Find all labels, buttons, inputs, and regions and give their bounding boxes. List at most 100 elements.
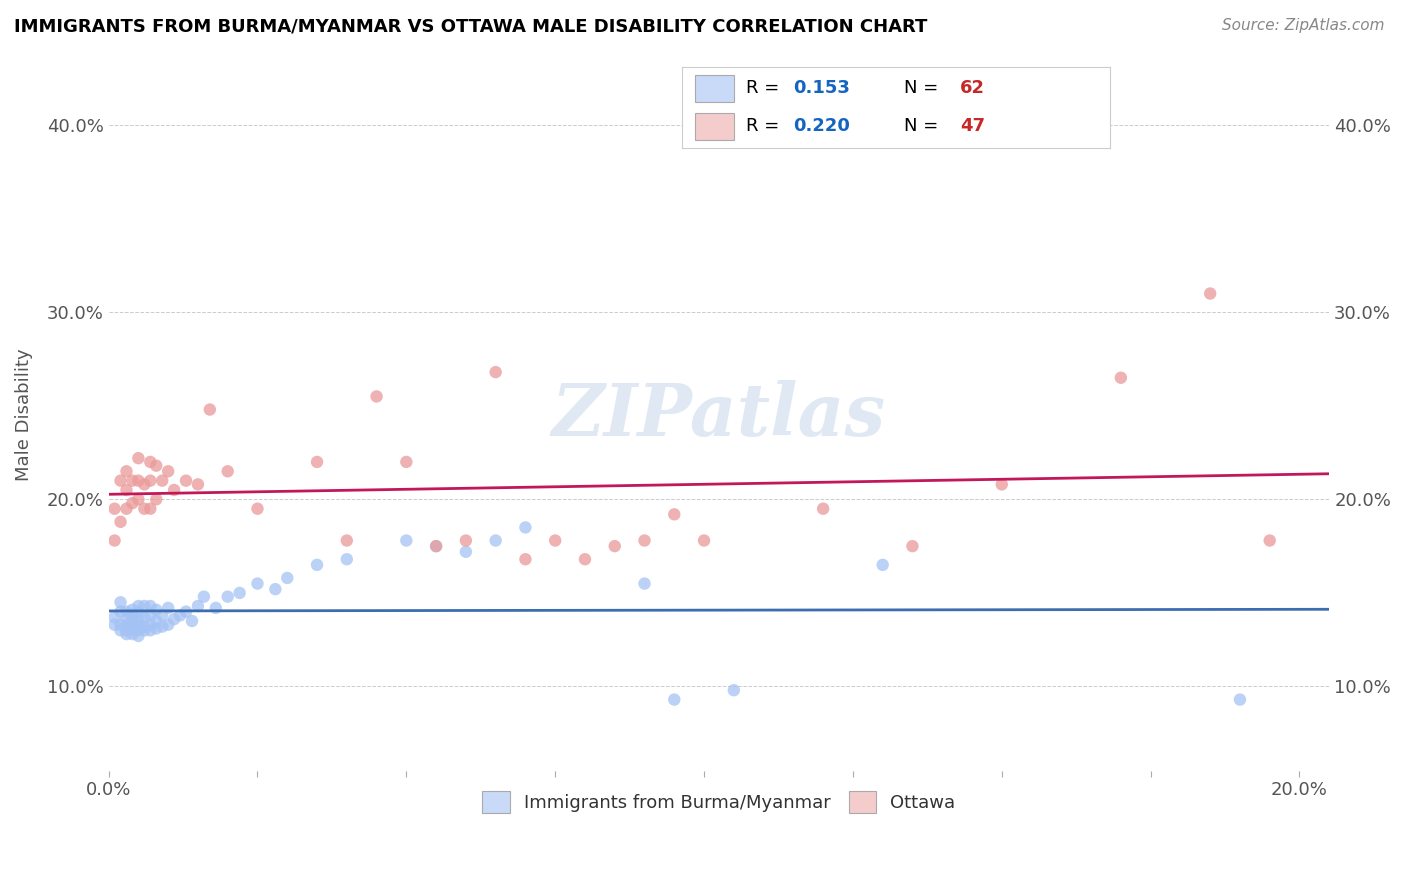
Point [103, 533, 125, 548]
Point [115, 501, 138, 516]
Point [174, 474, 197, 488]
Point [1109, 370, 1132, 384]
Point [187, 477, 209, 491]
Point [127, 617, 149, 632]
Point [485, 365, 508, 379]
Point [134, 501, 156, 516]
Point [110, 624, 132, 638]
Point [145, 614, 167, 628]
Point [157, 600, 180, 615]
Text: Source: ZipAtlas.com: Source: ZipAtlas.com [1222, 18, 1385, 33]
Point [139, 474, 162, 488]
Point [150, 619, 173, 633]
Point [121, 608, 143, 623]
Point [145, 458, 167, 473]
Point [134, 599, 156, 613]
Point [127, 599, 149, 613]
Point [664, 692, 686, 706]
Y-axis label: Male Disability: Male Disability [15, 349, 32, 482]
Point [139, 624, 162, 638]
Point [110, 595, 132, 609]
Point [150, 474, 173, 488]
Point [121, 603, 143, 617]
Point [121, 614, 143, 628]
Point [723, 683, 745, 698]
Point [228, 586, 250, 600]
Point [127, 605, 149, 619]
Point [633, 576, 655, 591]
Point [127, 629, 149, 643]
Point [157, 617, 180, 632]
Point [127, 612, 149, 626]
Point [110, 474, 132, 488]
Point [115, 617, 138, 632]
Point [139, 608, 162, 623]
Point [127, 451, 149, 466]
Point [485, 533, 508, 548]
Point [110, 605, 132, 619]
Point [103, 617, 125, 632]
Point [1199, 286, 1222, 301]
Point [901, 539, 924, 553]
Point [181, 614, 204, 628]
Point [115, 624, 138, 638]
Point [454, 533, 477, 548]
Point [134, 619, 156, 633]
Point [134, 624, 156, 638]
Point [139, 599, 162, 613]
Point [336, 552, 359, 566]
Point [276, 571, 298, 585]
Point [127, 624, 149, 638]
Point [121, 474, 143, 488]
Point [305, 558, 328, 572]
Point [121, 617, 143, 632]
Point [127, 492, 149, 507]
Point [603, 539, 626, 553]
Point [121, 496, 143, 510]
Point [145, 603, 167, 617]
Point [217, 590, 239, 604]
Point [264, 582, 287, 597]
Point [574, 552, 596, 566]
Point [217, 464, 239, 478]
Point [163, 483, 186, 497]
Point [121, 622, 143, 636]
Point [515, 520, 537, 534]
Point [115, 483, 138, 497]
Point [121, 627, 143, 641]
Point [115, 612, 138, 626]
Point [145, 622, 167, 636]
Point [515, 552, 537, 566]
Point [246, 501, 269, 516]
Point [991, 477, 1014, 491]
Text: IMMIGRANTS FROM BURMA/MYANMAR VS OTTAWA MALE DISABILITY CORRELATION CHART: IMMIGRANTS FROM BURMA/MYANMAR VS OTTAWA … [14, 18, 928, 36]
Legend: Immigrants from Burma/Myanmar, Ottawa: Immigrants from Burma/Myanmar, Ottawa [470, 779, 969, 826]
Point [103, 501, 125, 516]
Point [811, 501, 834, 516]
Point [115, 605, 138, 619]
Point [633, 533, 655, 548]
Point [115, 627, 138, 641]
Point [157, 464, 180, 478]
Point [134, 610, 156, 624]
Point [127, 474, 149, 488]
Point [169, 608, 191, 623]
Point [139, 501, 162, 516]
Point [204, 600, 226, 615]
Point [395, 533, 418, 548]
Point [454, 545, 477, 559]
Point [425, 539, 447, 553]
Point [193, 590, 215, 604]
Point [872, 558, 894, 572]
Point [150, 608, 173, 623]
Point [395, 455, 418, 469]
Point [139, 617, 162, 632]
Point [174, 605, 197, 619]
Point [664, 508, 686, 522]
Point [425, 539, 447, 553]
Point [103, 610, 125, 624]
Point [246, 576, 269, 591]
Point [693, 533, 716, 548]
Point [110, 617, 132, 632]
Point [544, 533, 567, 548]
